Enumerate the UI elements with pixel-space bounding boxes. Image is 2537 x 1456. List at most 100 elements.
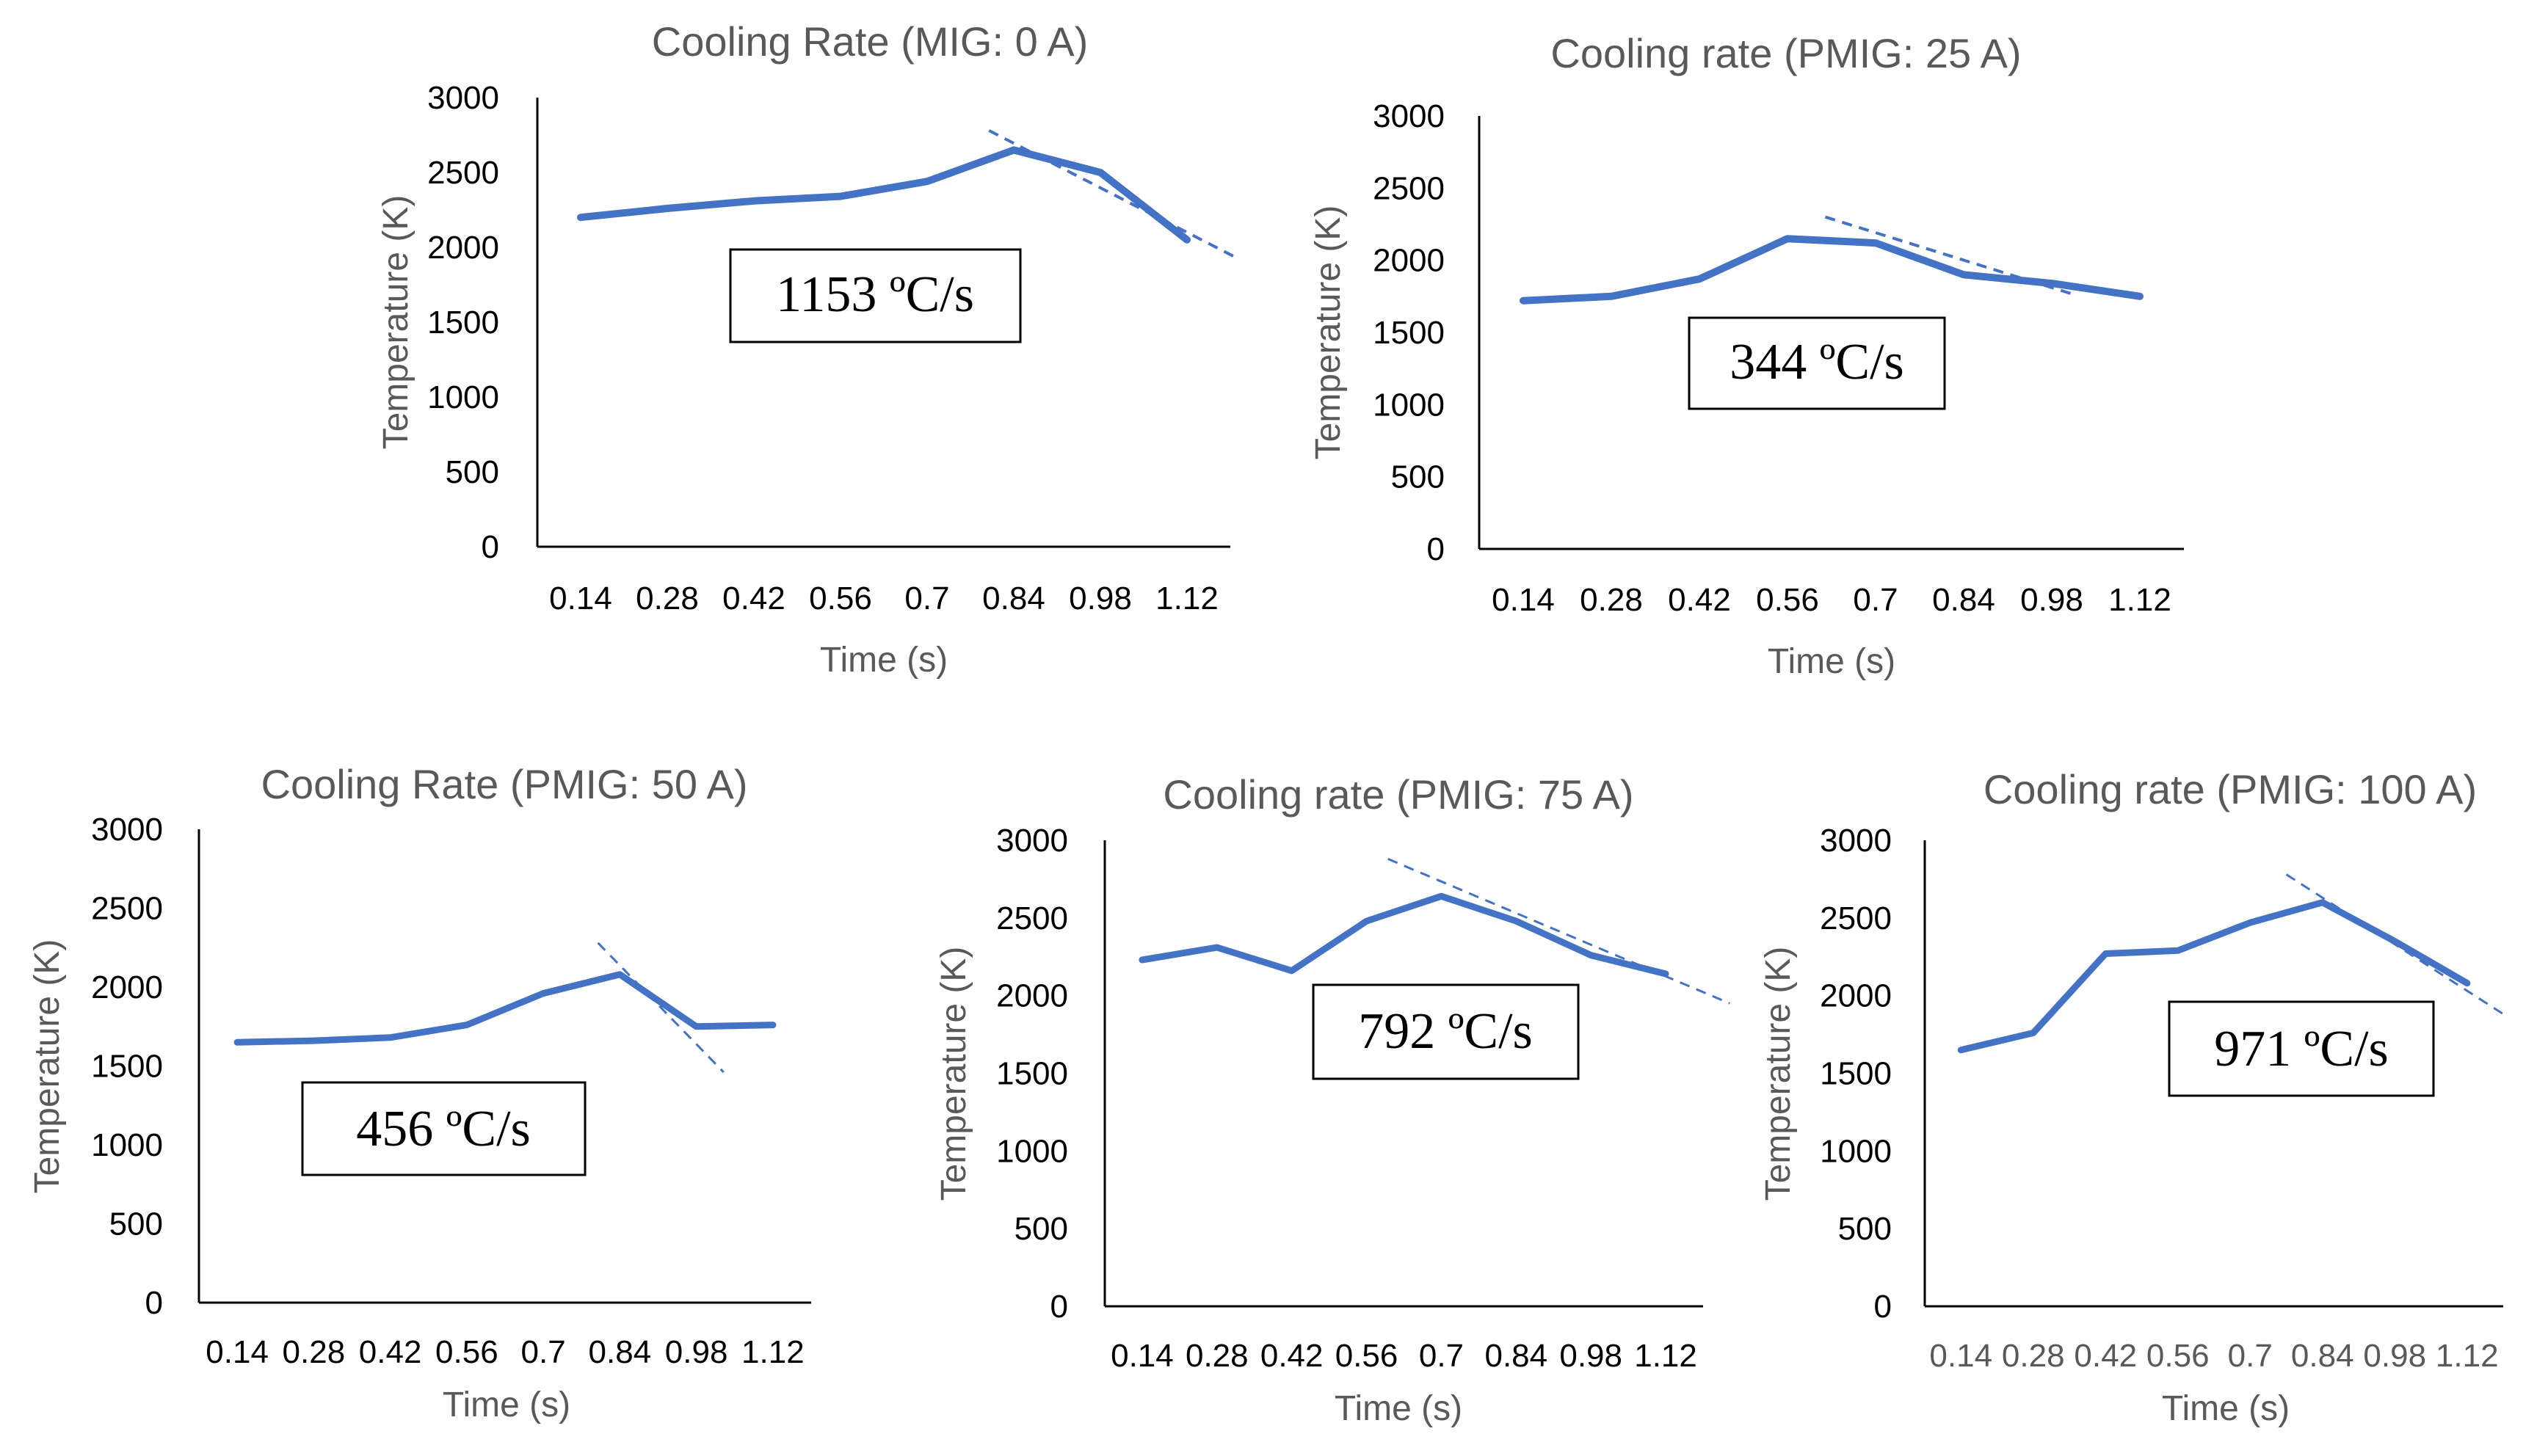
- y-tick-label: 3000: [91, 812, 163, 848]
- y-tick-label: 2500: [1820, 900, 1892, 936]
- x-tick-label: 0.56: [1756, 582, 1819, 618]
- x-tick-label: 0.56: [809, 580, 872, 616]
- temperature-line: [1520, 235, 2144, 305]
- y-axis-label: Temperature (K): [377, 195, 415, 450]
- y-tick-label: 0: [1050, 1289, 1068, 1325]
- cooling-rate-box: [1688, 316, 1946, 410]
- y-tick-label: 500: [109, 1206, 163, 1242]
- temperature-line: [1957, 899, 2471, 1054]
- temperature-line: [577, 146, 1191, 244]
- y-tick-label: 1500: [996, 1056, 1068, 1092]
- x-tick-label: 0.56: [2146, 1338, 2210, 1374]
- x-tick-label: 0.28: [1186, 1338, 1249, 1374]
- y-tick-label: 1000: [427, 379, 499, 415]
- y-tick-label: 2000: [91, 969, 163, 1005]
- x-tick-label: 0.56: [435, 1334, 498, 1370]
- y-tick-label: 3000: [427, 80, 499, 116]
- x-axis-label: Time (s): [443, 1386, 570, 1424]
- y-tick-label: 2500: [1373, 170, 1445, 206]
- cooling-rate-box: [2168, 1000, 2435, 1097]
- temperature-line: [1139, 892, 1669, 978]
- cooling-rate-box: [729, 248, 1022, 343]
- x-tick-label: 0.7: [1853, 582, 1898, 618]
- x-axis-label: Time (s): [1768, 642, 1895, 681]
- cooling-rate-value: 1153 ºC/s: [776, 266, 974, 323]
- chart-panel-5: Cooling rate (PMIG: 100 A) Temperature (…: [1759, 766, 2509, 1428]
- y-tick-label: 0: [482, 529, 499, 565]
- y-tick-label: 0: [145, 1285, 163, 1321]
- x-tick-label: 1.12: [1634, 1338, 1697, 1374]
- x-axis-label: Time (s): [2162, 1389, 2290, 1428]
- cooling-rate-box: [301, 1081, 587, 1176]
- temperature-line: [233, 971, 777, 1046]
- chart-panel-3: Cooling Rate (PMIG: 50 A) Temperature (K…: [28, 761, 811, 1424]
- y-tick-label: 3000: [1820, 823, 1892, 859]
- x-tick-label: 0.14: [206, 1334, 269, 1370]
- y-tick-label: 0: [1427, 531, 1445, 567]
- x-tick-label: 1.12: [741, 1334, 805, 1370]
- x-tick-label: 0.14: [1929, 1338, 1992, 1374]
- x-tick-label: 0.84: [1932, 582, 1995, 618]
- x-tick-label: 0.7: [1419, 1338, 1464, 1374]
- y-tick-label: 500: [1015, 1211, 1068, 1247]
- y-tick-label: 500: [1838, 1211, 1892, 1247]
- y-tick-label: 3000: [1373, 98, 1445, 134]
- chart-title: Cooling rate (PMIG: 25 A): [1550, 30, 2021, 76]
- y-tick-label: 2000: [996, 978, 1068, 1014]
- x-tick-label: 0.7: [2228, 1338, 2273, 1374]
- x-axis-label: Time (s): [1335, 1389, 1462, 1428]
- y-tick-label: 1500: [427, 305, 499, 341]
- y-axis-label: Temperature (K): [28, 939, 67, 1194]
- x-tick-label: 0.14: [1111, 1338, 1174, 1374]
- y-tick-label: 1000: [91, 1127, 163, 1163]
- x-tick-label: 0.14: [549, 580, 612, 616]
- trend-line: [597, 942, 725, 1074]
- x-tick-label: 0.42: [722, 580, 785, 616]
- x-tick-label: 0.42: [1260, 1338, 1324, 1374]
- y-tick-label: 1000: [1373, 387, 1445, 423]
- x-tick-label: 0.98: [2363, 1338, 2426, 1374]
- y-tick-label: 500: [446, 454, 499, 490]
- x-tick-label: 0.7: [521, 1334, 566, 1370]
- x-tick-label: 0.7: [904, 580, 949, 616]
- y-tick-label: 1500: [1373, 315, 1445, 351]
- cooling-rate-box: [1312, 983, 1580, 1080]
- y-tick-label: 2500: [996, 900, 1068, 936]
- y-tick-label: 3000: [996, 823, 1068, 859]
- x-tick-label: 0.84: [982, 580, 1045, 616]
- y-tick-label: 1000: [996, 1133, 1068, 1169]
- x-tick-label: 0.28: [636, 580, 699, 616]
- chart-title: Cooling rate (PMIG: 100 A): [1983, 766, 2477, 812]
- trend-line: [988, 129, 1238, 260]
- y-tick-label: 2000: [1820, 978, 1892, 1014]
- y-tick-label: 1500: [91, 1049, 163, 1085]
- cooling-rate-value: 456 ºC/s: [356, 1101, 531, 1157]
- y-tick-label: 0: [1874, 1289, 1892, 1325]
- x-tick-label: 1.12: [2436, 1338, 2499, 1374]
- cooling-rate-value: 344 ºC/s: [1730, 334, 1904, 390]
- x-tick-label: 0.42: [359, 1334, 422, 1370]
- y-axis-label: Temperature (K): [1309, 205, 1348, 460]
- trend-line: [1387, 858, 1730, 1005]
- y-tick-label: 2000: [427, 230, 499, 266]
- y-tick-label: 2500: [427, 155, 499, 191]
- chart-title: Cooling rate (PMIG: 75 A): [1163, 771, 1633, 818]
- x-tick-label: 0.42: [2074, 1338, 2137, 1374]
- x-tick-label: 1.12: [1155, 580, 1219, 616]
- cooling-rate-value: 792 ºC/s: [1358, 1003, 1533, 1060]
- x-tick-label: 0.42: [1668, 582, 1731, 618]
- x-tick-label: 0.84: [2291, 1338, 2354, 1374]
- x-tick-label: 1.12: [2108, 582, 2171, 618]
- x-tick-label: 0.84: [1484, 1338, 1547, 1374]
- x-tick-label: 0.28: [1580, 582, 1643, 618]
- x-tick-label: 0.28: [2002, 1338, 2065, 1374]
- x-tick-label: 0.98: [2020, 582, 2083, 618]
- x-tick-label: 0.98: [1559, 1338, 1622, 1374]
- chart-panel-4: Cooling rate (PMIG: 75 A) Temperature (K…: [934, 771, 1730, 1428]
- y-axis-label: Temperature (K): [934, 947, 973, 1201]
- x-tick-label: 0.98: [1069, 580, 1132, 616]
- x-tick-label: 0.56: [1335, 1338, 1398, 1374]
- chart-title: Cooling Rate (PMIG: 50 A): [261, 761, 748, 807]
- x-axis-label: Time (s): [820, 641, 948, 680]
